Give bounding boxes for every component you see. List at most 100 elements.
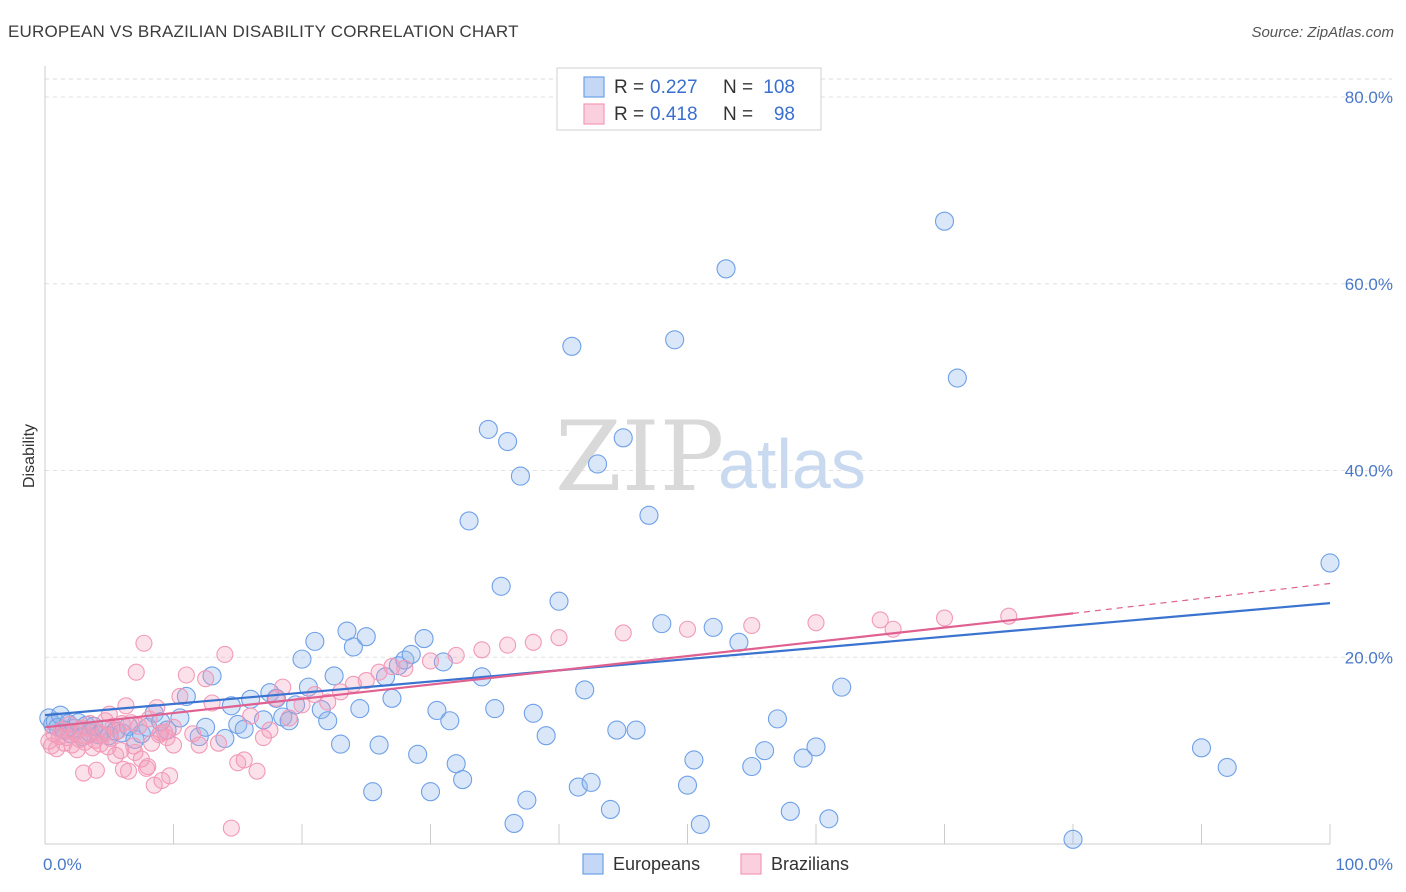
point-european [369,735,389,755]
series-swatch-europeans [582,853,604,875]
point-european [819,809,839,829]
point-brazilian [127,663,145,681]
point-brazilian [87,761,105,779]
point-brazilian [678,620,697,638]
point-brazilian [248,762,266,780]
legend-n-value-2: 98 [774,104,795,125]
point-european [703,617,723,637]
watermark-atlas: atlas [718,425,866,503]
point-european [382,688,402,708]
y-axis-title: Disability [21,424,38,488]
point-brazilian [261,721,279,739]
point-european [549,591,569,611]
point-brazilian [125,737,143,755]
point-brazilian [161,767,179,785]
source-label: Source: ZipAtlas.com [1251,24,1394,41]
grid-lines [45,78,1392,658]
point-brazilian [396,659,414,678]
point-brazilian [447,646,465,664]
point-brazilian [935,609,954,627]
point-european [587,454,608,474]
point-european [510,466,531,486]
point-european [453,770,473,790]
point-brazilian [222,819,240,837]
series-label-europeans: Europeans [613,854,700,874]
point-brazilian [197,670,215,688]
legend-r-value-2: 0.418 [650,104,698,125]
point-european [478,419,498,439]
point-european [485,699,505,719]
point-european [568,777,588,797]
legend-n-value-1: 108 [763,77,795,98]
point-european [1063,829,1083,849]
point-european [420,782,441,802]
x-tick-label: 0.0% [43,855,82,874]
legend-r-label-2: R = [614,104,644,125]
point-european [305,631,325,651]
point-brazilian [209,734,228,752]
trend-line-brazilians [44,612,1074,729]
point-brazilian [280,709,298,727]
y-tick-label: 60.0% [1345,275,1393,294]
data-points [39,211,1340,849]
point-european [324,666,344,686]
point-european [176,686,196,707]
point-brazilian [871,611,889,629]
legend-box: R = 0.227 N = 108 R = 0.418 N = 98 [556,67,822,131]
point-brazilian [499,636,517,654]
point-european [581,772,601,792]
point-brazilian [126,743,144,762]
point-brazilian [164,718,183,736]
point-brazilian [383,658,401,676]
point-brazilian [164,736,183,754]
y-tick-label: 80.0% [1345,88,1393,107]
point-brazilian [235,751,253,769]
point-european [806,737,826,757]
point-brazilian [614,624,632,642]
point-brazilian [293,696,311,714]
point-european [793,748,813,768]
point-european [684,750,704,770]
x-tick-labels: 0.0% 100.0% [43,855,1393,874]
legend-r-value-1: 0.227 [650,77,698,98]
point-european [491,576,511,596]
point-brazilian [107,746,125,764]
point-brazilian [119,762,138,780]
point-brazilian [75,764,93,782]
y-tick-labels: 20.0% 40.0% 60.0% 80.0% [1345,88,1393,667]
point-european [755,741,775,761]
point-brazilian [190,736,208,754]
point-european [562,336,582,356]
point-european [517,790,537,810]
point-brazilian [177,666,195,684]
point-european [767,709,788,729]
legend-n-label-2: N = [723,104,753,125]
point-brazilian [319,693,337,711]
point-brazilian [473,641,491,659]
point-european [639,505,659,525]
legend-r-label-1: R = [614,77,644,98]
point-brazilian [357,672,375,690]
point-brazilian [112,742,130,760]
point-brazilian [203,694,221,712]
point-brazilian [743,616,761,635]
point-european [690,814,710,834]
point-european [343,637,363,657]
point-brazilian [370,663,388,681]
point-european [677,775,698,795]
point-brazilian [274,678,292,696]
trend-lines [44,582,1331,729]
point-brazilian [216,645,234,663]
point-brazilian [139,757,157,776]
point-brazilian [152,724,170,742]
x-tick-label: 100.0% [1335,855,1393,874]
series-label-brazilians: Brazilians [771,854,849,874]
point-european [408,744,428,764]
point-european [337,621,357,641]
point-brazilian [807,614,825,632]
point-european [934,211,955,231]
point-european [498,432,518,452]
point-european [350,699,370,719]
legend-swatch-europeans [583,76,605,98]
watermark: ZIP atlas [555,401,866,513]
